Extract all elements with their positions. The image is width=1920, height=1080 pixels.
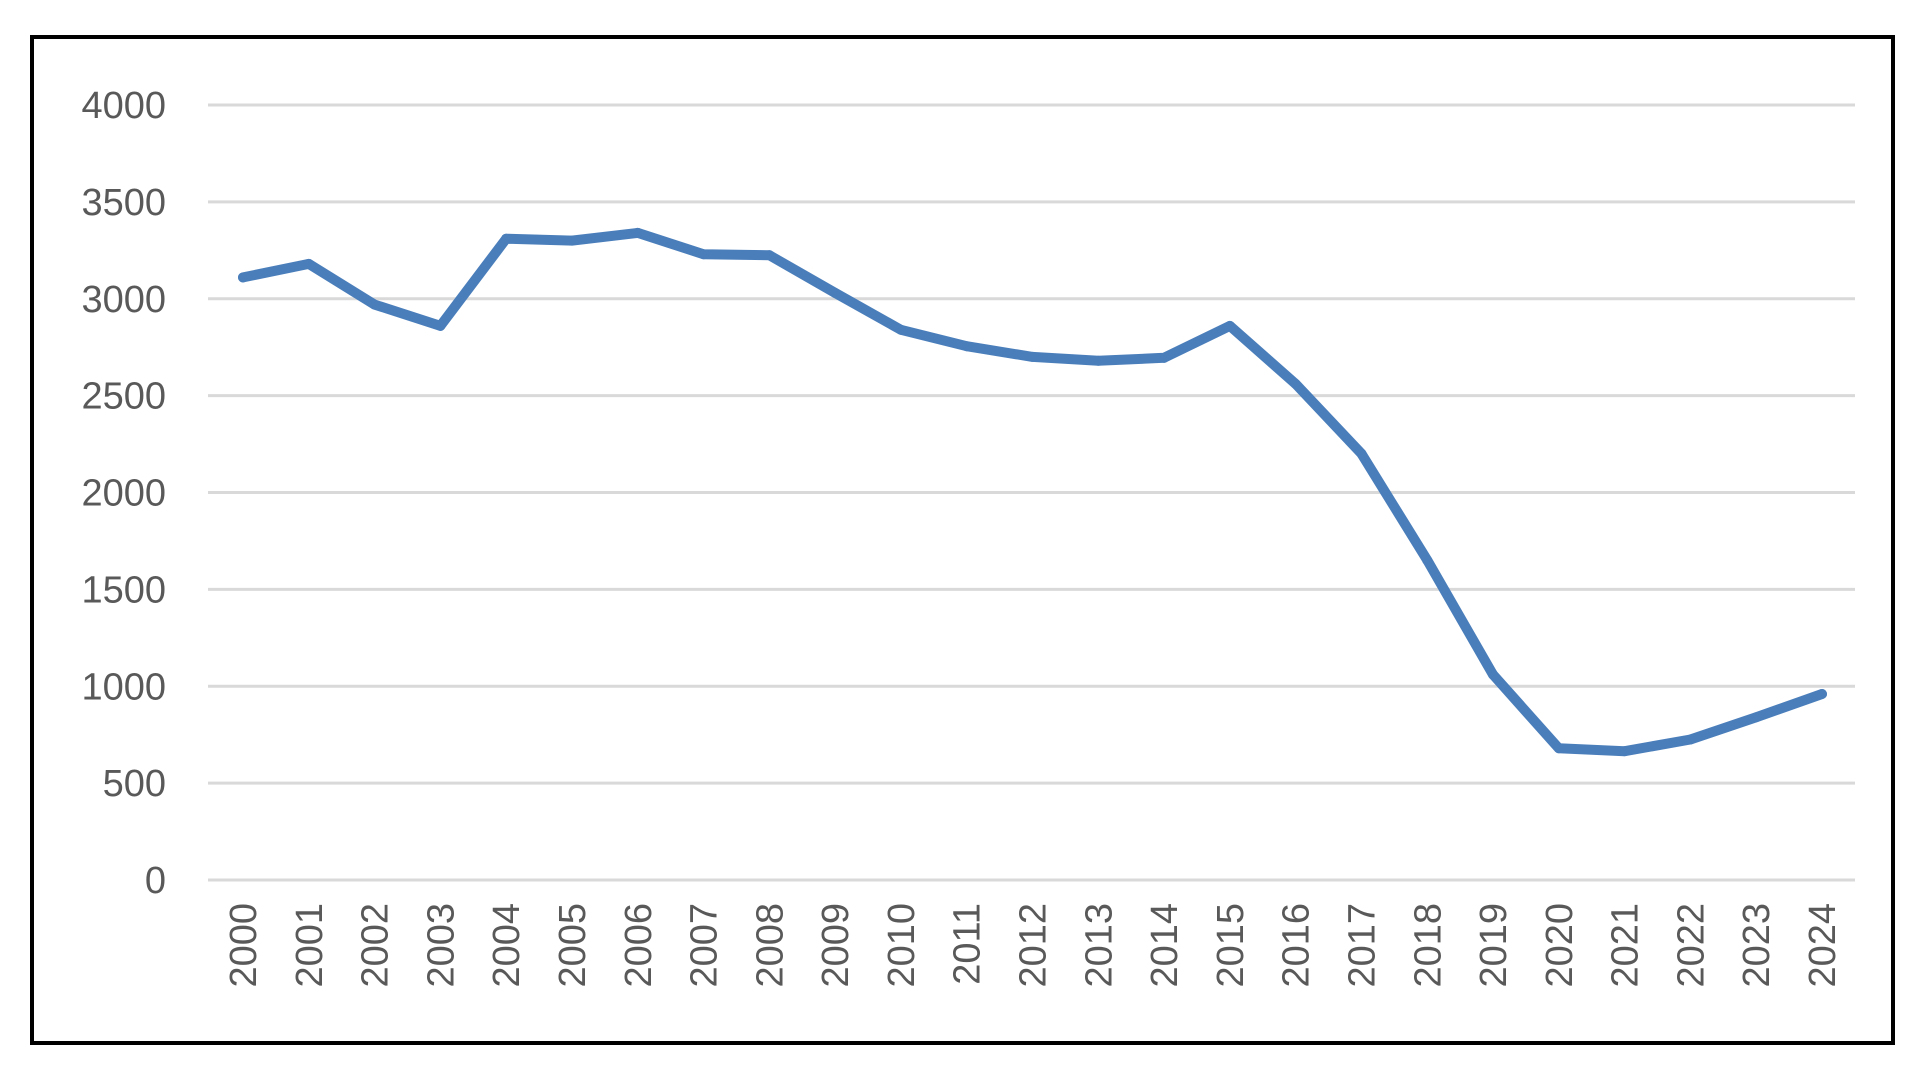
y-tick-label: 2500 [81, 376, 166, 418]
data-point-2000 [238, 272, 248, 283]
data-point-2016 [1290, 379, 1301, 389]
y-tick-label: 3000 [81, 279, 166, 321]
data-point-2005 [566, 235, 577, 246]
data-point-2004 [501, 233, 512, 244]
x-tick-label: 2005 [552, 903, 594, 988]
x-tick-label: 2011 [947, 903, 989, 985]
data-point-2003 [435, 320, 446, 331]
data-point-2021 [1619, 746, 1630, 757]
data-point-2012 [1027, 351, 1038, 362]
data-point-2019 [1488, 669, 1499, 680]
x-tick-label: 2004 [486, 903, 528, 988]
x-tick-label: 2009 [815, 903, 857, 988]
data-point-2007 [698, 249, 709, 260]
data-point-2006 [632, 227, 643, 238]
x-tick-label: 2021 [1605, 903, 1647, 988]
data-point-2017 [1356, 448, 1367, 459]
y-tick-label: 1000 [81, 666, 166, 708]
x-tick-label: 2012 [1013, 903, 1055, 988]
data-point-2013 [1093, 355, 1104, 366]
y-tick-label: 4000 [81, 85, 166, 127]
x-tick-label: 2010 [881, 903, 923, 988]
x-tick-label: 2006 [618, 903, 660, 988]
gridlines [208, 103, 1855, 882]
x-tick-label: 2001 [289, 903, 331, 988]
data-point-2023 [1751, 712, 1762, 723]
data-point-2014 [1159, 352, 1170, 363]
data-point-2011 [961, 341, 972, 352]
x-tick-label: 2022 [1670, 903, 1712, 988]
x-tick-label: 2007 [684, 903, 726, 988]
series-group [238, 227, 1827, 757]
data-point-2008 [764, 250, 775, 261]
x-tick-label: 2014 [1144, 903, 1186, 988]
x-tick-label: 2002 [355, 903, 397, 988]
x-tick-label: 2003 [420, 903, 462, 988]
data-point-2010 [895, 324, 906, 335]
y-axis-ticks: 0 500 1000 1500 2000 2500 3000 3500 4000 [81, 85, 166, 902]
x-tick-label: 2024 [1802, 903, 1844, 988]
data-point-2018 [1422, 555, 1433, 566]
x-axis-ticks: 2000 2001 2002 2003 2004 2005 2006 2007 2008 2009… [223, 903, 1844, 988]
x-tick-label: 2008 [749, 903, 791, 988]
x-tick-label: 2015 [1210, 903, 1252, 988]
x-tick-label: 2017 [1341, 903, 1383, 988]
y-tick-label: 1500 [81, 569, 166, 611]
y-tick-label: 500 [103, 763, 166, 805]
data-point-2009 [830, 287, 841, 298]
x-tick-label: 2023 [1736, 903, 1778, 988]
data-point-2002 [369, 299, 380, 310]
y-tick-label: 0 [145, 860, 166, 902]
data-point-2015 [1224, 320, 1235, 331]
x-tick-label: 2000 [223, 903, 265, 988]
x-tick-label: 2018 [1407, 903, 1449, 988]
x-tick-label: 2020 [1539, 903, 1581, 988]
y-tick-label: 2000 [81, 473, 166, 515]
data-point-2024 [1817, 689, 1827, 699]
y-tick-label: 3500 [81, 182, 166, 224]
x-tick-label: 2013 [1078, 903, 1120, 988]
data-point-2001 [303, 258, 314, 269]
x-tick-label: 2016 [1276, 903, 1318, 988]
x-tick-label: 2019 [1473, 903, 1515, 988]
data-point-2022 [1685, 734, 1696, 745]
data-point-2020 [1553, 743, 1564, 754]
